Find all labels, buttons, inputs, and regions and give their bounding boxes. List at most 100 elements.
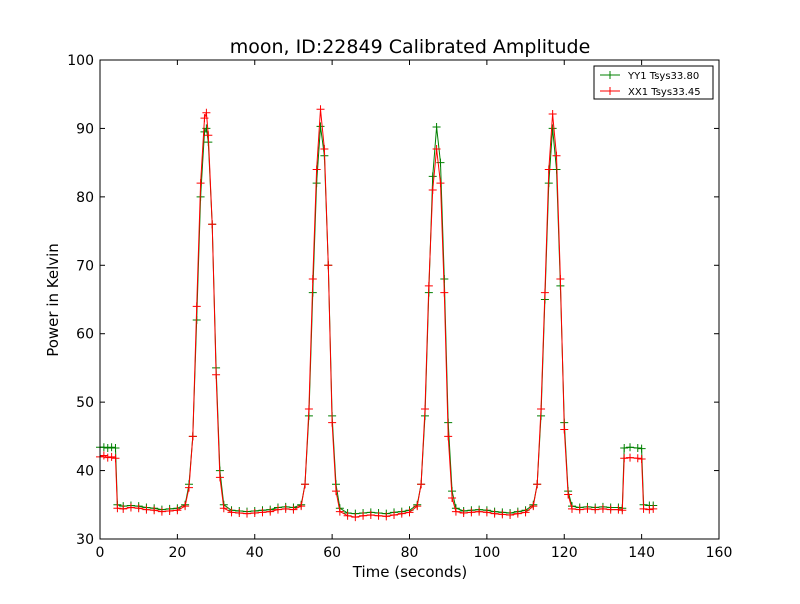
data-point <box>107 443 116 452</box>
y-tick-label: 80 <box>76 190 94 206</box>
data-point <box>312 165 321 174</box>
data-point <box>250 508 259 517</box>
data-point <box>428 172 437 181</box>
data-point <box>243 509 252 518</box>
plot-area <box>100 60 719 539</box>
data-point <box>119 504 128 513</box>
data-point <box>390 511 399 520</box>
data-point <box>331 487 340 496</box>
legend: YY1 Tsys33.80 XX1 Tsys33.45 <box>593 65 714 100</box>
y-tick-label: 40 <box>76 464 94 480</box>
data-point <box>111 443 120 452</box>
data-point <box>428 186 437 195</box>
legend-label: YY1 Tsys33.80 <box>627 71 699 82</box>
data-point <box>328 418 337 427</box>
data-point <box>215 473 224 482</box>
data-point <box>475 507 484 516</box>
data-point <box>219 504 228 513</box>
data-point <box>304 404 313 413</box>
data-point <box>459 508 468 517</box>
data-point <box>227 508 236 517</box>
data-point <box>614 505 623 514</box>
data-point <box>273 505 282 514</box>
data-point <box>649 504 658 513</box>
y-axis: 30 40 50 60 70 80 90 100 <box>67 53 719 548</box>
data-point <box>99 443 108 452</box>
x-axis-label: Time (seconds) <box>352 563 468 581</box>
data-point <box>297 502 306 511</box>
data-point <box>99 451 108 460</box>
data-point <box>200 114 209 123</box>
data-point <box>266 507 275 516</box>
data-point <box>281 504 290 513</box>
data-point <box>258 508 267 517</box>
data-point <box>235 508 244 517</box>
data-point <box>575 505 584 514</box>
x-tick-label: 60 <box>323 545 341 561</box>
data-point <box>548 124 557 133</box>
y-tick-label: 90 <box>76 121 94 137</box>
data-point <box>188 432 197 441</box>
data-point <box>196 179 205 188</box>
data-point <box>150 506 159 515</box>
data-point <box>444 432 453 441</box>
data-point <box>606 505 615 514</box>
chart-title: moon, ID:22849 Calibrated Amplitude <box>230 36 591 58</box>
y-tick-label: 50 <box>76 395 94 411</box>
x-tick-label: 80 <box>401 545 419 561</box>
data-point <box>560 425 569 434</box>
data-point <box>301 480 310 489</box>
data-point <box>366 511 375 520</box>
x-axis: 0 20 40 60 80 100 120 140 160 <box>96 60 733 561</box>
data-point <box>521 508 530 517</box>
data-point <box>451 507 460 516</box>
y-tick-label: 100 <box>67 53 94 69</box>
data-point <box>529 502 538 511</box>
data-point <box>103 453 112 462</box>
data-point <box>126 503 135 512</box>
legend-marker <box>606 87 614 95</box>
data-point <box>583 504 592 513</box>
data-point <box>289 505 298 514</box>
data-point <box>335 507 344 516</box>
data-point <box>181 502 190 511</box>
data-point <box>633 454 642 463</box>
data-point <box>397 509 406 518</box>
data-point <box>142 505 151 514</box>
data-point <box>173 506 182 515</box>
data-point <box>556 274 565 283</box>
data-point <box>324 261 333 270</box>
data-point <box>351 513 360 522</box>
x-tick-label: 140 <box>628 545 655 561</box>
data-point <box>620 443 629 452</box>
data-point <box>645 505 654 514</box>
data-point <box>103 443 112 452</box>
data-point <box>618 506 627 515</box>
data-point <box>413 502 422 511</box>
data-point <box>208 220 217 229</box>
data-point <box>564 490 573 499</box>
data-point <box>448 493 457 502</box>
data-point <box>374 511 383 520</box>
data-point <box>436 179 445 188</box>
x-tick-label: 120 <box>551 545 578 561</box>
data-point <box>316 122 325 131</box>
legend-label: XX1 Tsys33.45 <box>628 87 701 98</box>
data-point <box>420 404 429 413</box>
data-point <box>637 454 646 463</box>
data-point <box>626 453 635 462</box>
data-point <box>202 108 211 117</box>
data-point <box>598 504 607 513</box>
data-point <box>498 510 507 519</box>
x-tick-label: 160 <box>706 545 733 561</box>
data-point <box>533 480 542 489</box>
data-point <box>424 281 433 290</box>
data-point <box>467 508 476 517</box>
series-xx1 <box>96 105 658 522</box>
data-point <box>440 288 449 297</box>
legend-box <box>593 65 714 100</box>
data-point <box>513 509 522 518</box>
data-point <box>567 504 576 513</box>
